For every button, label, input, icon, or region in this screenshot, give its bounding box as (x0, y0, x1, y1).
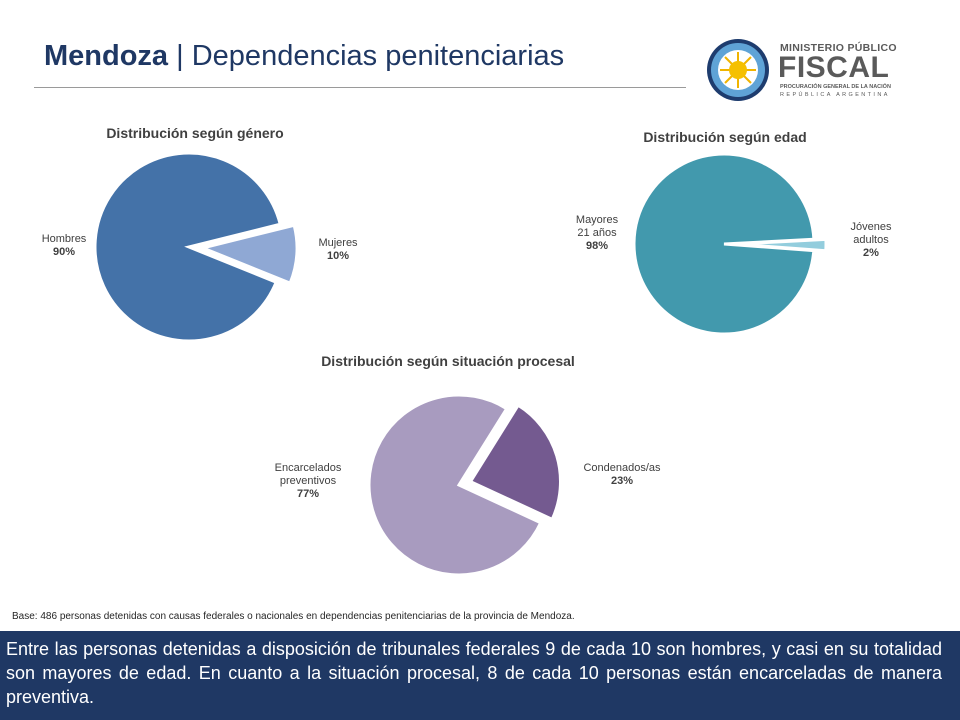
slice-label-condenados: Condenados/as 23% (583, 462, 661, 487)
slice-label-mujeres: Mujeres 10% (318, 237, 358, 262)
slice-label-jovenes: Jóvenes adultos 2% (850, 221, 892, 259)
logo-line-procuracion: PROCURACIÓN GENERAL DE LA NACIÓN (780, 84, 891, 90)
chart-situacion-title: Distribución según situación procesal (321, 353, 575, 369)
page-title-region: Mendoza (44, 40, 169, 72)
logo-line-ministerio: MINISTERIO PÚBLICO (780, 42, 897, 54)
logo-line-republica: REPÚBLICA ARGENTINA (780, 92, 890, 98)
slice-condenados (468, 403, 562, 522)
slice-label-encarcelados: Encarcelados preventivos 77% (274, 462, 342, 500)
chart-edad-title: Distribución según edad (643, 129, 807, 145)
logo-line-fiscal: FISCAL (778, 51, 890, 84)
sun-emblem-icon (707, 39, 769, 101)
slice-label-mayores: Mayores 21 años 98% (575, 214, 619, 252)
fiscal-logo: MINISTERIO PÚBLICO FISCAL PROCURACIÓN GE… (706, 38, 897, 102)
summary-text: Entre las personas detenidas a disposici… (6, 639, 942, 707)
title-divider (34, 87, 686, 88)
chart-situacion-pie (367, 393, 562, 577)
page-title-separator: | (176, 40, 184, 72)
page-title: Mendoza | Dependencias penitenciarias (44, 40, 564, 73)
slice-mujeres (198, 223, 299, 286)
slice-label-hombres: Hombres 90% (41, 233, 87, 258)
page-title-subject: Dependencias penitenciarias (191, 40, 565, 72)
footnote-base: Base: 486 personas detenidas con causas … (12, 611, 575, 622)
slice-hombres (93, 151, 283, 343)
slice-encarcelados (367, 393, 543, 577)
chart-edad-pie (632, 152, 828, 336)
chart-genero-title: Distribución según género (106, 125, 284, 141)
slice-jovenes (735, 237, 828, 253)
summary-box: Entre las personas detenidas a disposici… (0, 631, 960, 720)
chart-genero-pie (93, 151, 299, 343)
slice-mayores (632, 152, 816, 336)
